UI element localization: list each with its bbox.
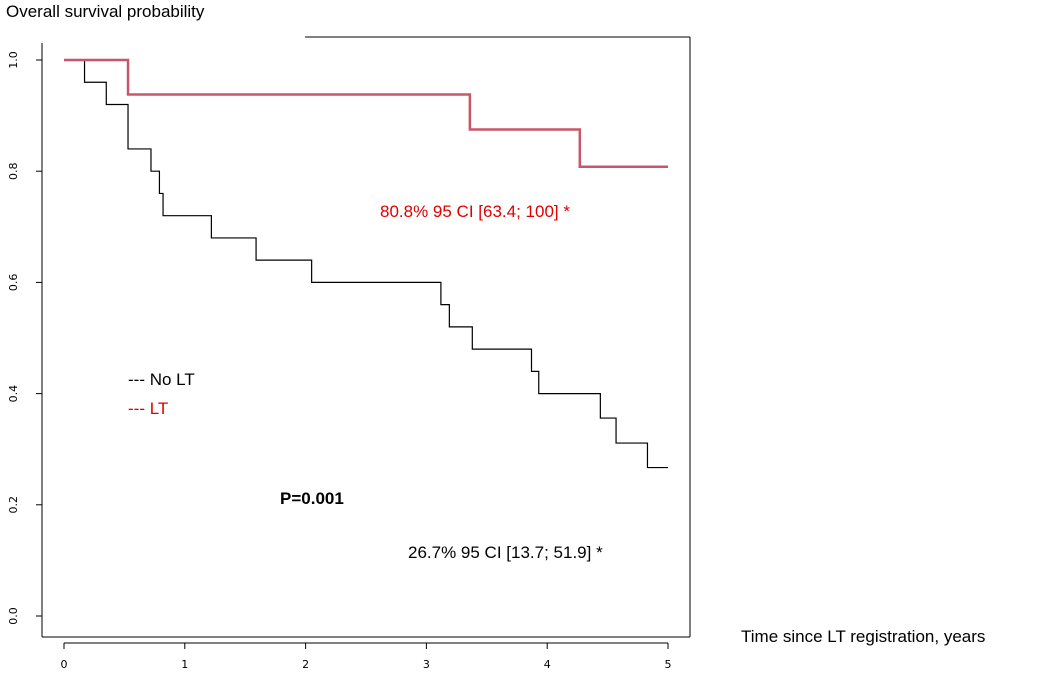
x-tick-label: 2: [302, 658, 309, 671]
y-tick-label: 0.0: [7, 607, 20, 625]
x-tick-label: 3: [423, 658, 430, 671]
y-tick-label: 0.2: [7, 496, 20, 514]
legend-item-no-lt: --- No LT: [128, 370, 195, 389]
x-tick-label: 5: [665, 658, 672, 671]
y-axis: 0.0 0.2 0.4 0.6 0.8 1.0: [7, 51, 42, 625]
series-layer: [64, 58, 668, 469]
y-tick-label: 0.4: [7, 385, 20, 403]
x-tick-label: 0: [61, 658, 68, 671]
y-tick-label: 0.8: [7, 162, 20, 180]
p-value-annotation: P=0.001: [280, 489, 344, 508]
legend-item-lt: --- LT: [128, 399, 169, 418]
x-axis-label: Time since LT registration, years: [741, 627, 986, 646]
x-axis: 0 1 2 3 4 5: [61, 642, 672, 671]
plot-frame: [41, 36, 691, 638]
series-line-no-lt: [64, 59, 668, 469]
y-tick-label: 0.6: [7, 274, 20, 292]
x-tick-label: 1: [181, 658, 188, 671]
series-line-lt: [64, 58, 668, 169]
y-tick-label: 1.0: [7, 51, 20, 69]
y-axis-label: Overall survival probability: [6, 2, 205, 21]
lt-survival-annotation: 80.8% 95 CI [63.4; 100] *: [380, 202, 570, 221]
no-lt-survival-annotation: 26.7% 95 CI [13.7; 51.9] *: [408, 543, 603, 562]
x-tick-label: 4: [544, 658, 551, 671]
